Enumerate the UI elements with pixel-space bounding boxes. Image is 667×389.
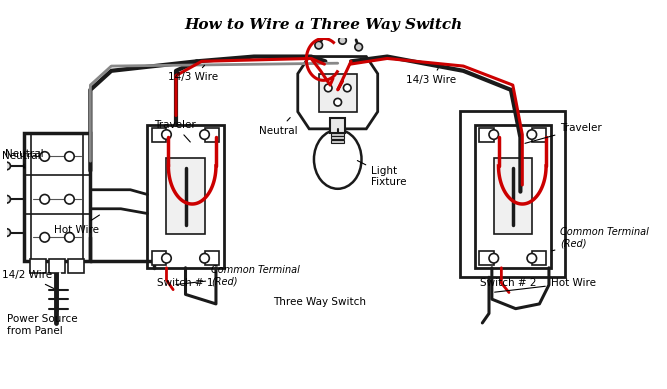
Text: Light
Fixture: Light Fixture [358, 161, 406, 187]
Text: Common Terminal
(Red): Common Terminal (Red) [552, 226, 649, 251]
Circle shape [200, 130, 209, 139]
Text: Traveler: Traveler [154, 120, 196, 142]
Text: Common Terminal
(Red): Common Terminal (Red) [176, 265, 300, 286]
Circle shape [339, 37, 346, 44]
Circle shape [3, 195, 11, 203]
Bar [331, 140, 344, 143]
Bar [494, 158, 532, 235]
Bar [69, 259, 84, 273]
Bar [532, 251, 546, 265]
Circle shape [3, 229, 11, 237]
Text: Hot Wire: Hot Wire [495, 278, 596, 292]
Circle shape [65, 194, 74, 204]
Circle shape [65, 233, 74, 242]
Text: Neutral: Neutral [259, 117, 297, 136]
Circle shape [355, 43, 362, 51]
Circle shape [315, 41, 323, 49]
Text: Neutral: Neutral [5, 149, 43, 168]
Text: Three Way Switch: Three Way Switch [273, 297, 366, 307]
Bar [480, 251, 494, 265]
Circle shape [200, 254, 209, 263]
Text: Switch # 2: Switch # 2 [480, 278, 537, 288]
Bar [152, 251, 167, 265]
Text: Switch # 1: Switch # 1 [157, 278, 213, 288]
Circle shape [489, 130, 498, 139]
Circle shape [344, 84, 351, 92]
Text: 14/2 Wire: 14/2 Wire [2, 270, 53, 288]
Circle shape [324, 84, 332, 92]
Circle shape [40, 194, 49, 204]
Bar [147, 125, 223, 268]
Circle shape [527, 254, 536, 263]
Bar [319, 74, 357, 112]
Circle shape [161, 254, 171, 263]
Text: 14/3 Wire: 14/3 Wire [168, 65, 219, 82]
Circle shape [489, 254, 498, 263]
Circle shape [40, 152, 49, 161]
Text: Traveler: Traveler [525, 123, 602, 143]
Circle shape [334, 98, 342, 106]
Ellipse shape [314, 130, 362, 189]
Text: Neutral: Neutral [2, 151, 41, 168]
Circle shape [161, 130, 171, 139]
Bar [205, 128, 219, 142]
Bar [475, 125, 551, 268]
Bar [331, 133, 344, 135]
Bar [49, 259, 65, 273]
Circle shape [527, 130, 536, 139]
Bar [330, 118, 346, 133]
Bar [460, 111, 565, 277]
Bar [205, 251, 219, 265]
Bar [331, 137, 344, 139]
Bar [167, 158, 205, 235]
Circle shape [40, 233, 49, 242]
Text: 14/3 Wire: 14/3 Wire [406, 68, 456, 85]
Title: How to Wire a Three Way Switch: How to Wire a Three Way Switch [185, 18, 463, 32]
Bar [152, 128, 167, 142]
Bar [31, 259, 45, 273]
Text: Hot Wire: Hot Wire [54, 215, 99, 235]
Circle shape [65, 152, 74, 161]
Bar [480, 128, 494, 142]
Circle shape [3, 162, 11, 170]
Text: Power Source
from Panel: Power Source from Panel [7, 314, 77, 336]
Bar [532, 128, 546, 142]
Polygon shape [297, 56, 378, 129]
Bar [24, 133, 90, 261]
